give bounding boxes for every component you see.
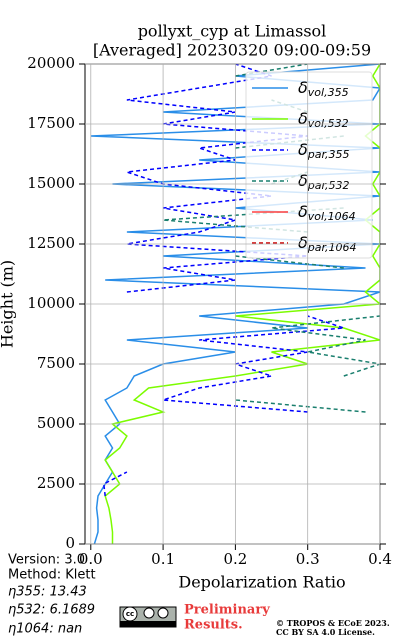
x-tick-label: 0.4	[368, 550, 392, 568]
legend: δvol,355 δvol,532 δpar,355 δpar,532 δvol,106…	[245, 71, 373, 259]
legend-label: δvol,355	[298, 78, 349, 100]
results: Results.	[184, 618, 243, 633]
x-axis-label: Depolarization Ratio	[178, 573, 345, 592]
legend-label: δpar,532	[298, 171, 350, 193]
x-tick-label: 0.3	[296, 550, 320, 568]
eta355: η355: 13.43	[8, 585, 87, 600]
profile-line	[163, 64, 380, 413]
y-tick-label: 0	[65, 534, 75, 552]
y-tick-label: 17500	[27, 114, 75, 132]
cc-logo: cc	[119, 606, 177, 628]
y-tick-label: 20000	[27, 54, 75, 72]
x-tick-label: 0.0	[79, 550, 103, 568]
y-tick-label: 10000	[27, 294, 75, 312]
eta1064: η1064: nan	[8, 622, 82, 637]
y-tick-label: 2500	[37, 474, 75, 492]
legend-label: δvol,532	[298, 109, 349, 131]
y-tick-label: 5000	[37, 414, 75, 432]
preliminary: Preliminary	[184, 603, 270, 618]
license: CC BY SA 4.0 License.	[276, 627, 375, 637]
chart-subtitle: [Averaged] 20230320 09:00-09:59	[93, 41, 371, 60]
y-tick-label: 7500	[37, 354, 75, 372]
eta532: η532: 6.1689	[8, 603, 95, 618]
x-tick-label: 0.2	[223, 550, 247, 568]
legend-label: δpar,355	[298, 140, 350, 162]
y-tick-label: 15000	[27, 174, 75, 192]
legend-box	[245, 71, 373, 259]
copyright: © TROPOS & ECoE 2023.	[276, 618, 390, 628]
profile-line	[104, 64, 380, 544]
legend-label: δvol,1064	[298, 202, 356, 224]
y-axis-label: Height (m)	[0, 260, 17, 348]
method: Method: Klett	[8, 568, 96, 583]
version: Version: 3.0	[8, 553, 85, 568]
chart-title: pollyxt_cyp at Limassol	[138, 22, 327, 41]
x-tick-label: 0.1	[151, 550, 175, 568]
svg-text:cc: cc	[126, 610, 134, 618]
y-tick-label: 12500	[27, 234, 75, 252]
